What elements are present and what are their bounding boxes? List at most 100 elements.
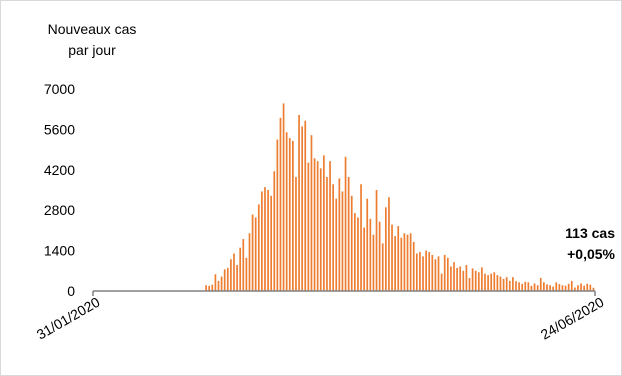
bar	[323, 155, 325, 291]
bar	[338, 178, 341, 291]
bar	[248, 233, 251, 291]
annotation-percent: +0,05%	[567, 246, 615, 262]
bar	[372, 234, 375, 291]
y-axis-label-line1: Nouveaux cas	[47, 21, 137, 37]
bar	[257, 204, 260, 291]
bar	[341, 191, 344, 291]
bar	[267, 190, 269, 291]
bar	[518, 282, 520, 291]
bar	[493, 272, 496, 291]
y-tick-label: 2800	[44, 202, 75, 218]
bar	[279, 117, 282, 291]
bar	[552, 286, 555, 291]
bar	[251, 214, 254, 291]
bar	[586, 283, 589, 291]
bar	[567, 283, 570, 291]
bar	[285, 132, 288, 291]
bar	[205, 285, 207, 291]
bar	[329, 161, 331, 291]
bar	[319, 168, 322, 291]
bar	[400, 237, 403, 291]
bar	[539, 278, 542, 291]
bar	[415, 253, 418, 291]
bar	[543, 282, 545, 291]
bar	[406, 234, 409, 291]
bar	[217, 280, 220, 291]
bar	[546, 284, 548, 291]
bar	[270, 195, 273, 291]
bar	[292, 140, 294, 291]
bar	[307, 162, 310, 291]
bar	[580, 283, 582, 291]
bar	[549, 285, 551, 291]
bar	[363, 227, 365, 291]
bar	[381, 243, 384, 291]
bar	[477, 272, 480, 291]
y-tick-label: 5600	[44, 121, 75, 137]
bar	[555, 282, 558, 291]
bar	[369, 218, 372, 291]
bar	[419, 252, 421, 291]
bar	[391, 224, 393, 291]
bar	[533, 283, 536, 291]
bar	[490, 273, 493, 291]
bar	[388, 197, 390, 291]
bar	[564, 285, 567, 291]
bar	[481, 267, 483, 291]
bar	[236, 265, 238, 291]
bar	[428, 252, 431, 291]
bar	[465, 265, 468, 291]
bar	[425, 250, 427, 291]
bar	[310, 135, 313, 291]
bar	[577, 285, 579, 291]
bar	[301, 126, 304, 291]
bar	[403, 233, 406, 291]
y-tick-label: 1400	[44, 243, 75, 259]
bar	[505, 277, 508, 291]
bar	[527, 282, 530, 291]
bar	[583, 285, 585, 291]
bar	[589, 284, 592, 291]
x-tick-label-end: 24/06/2020	[538, 294, 607, 343]
bar	[350, 195, 353, 291]
bar	[332, 184, 334, 291]
bar	[462, 270, 465, 291]
bar	[273, 171, 276, 291]
y-axis-label: Nouveaux cas par jour	[37, 19, 147, 61]
annotation-cases: 113 cas	[565, 225, 615, 241]
bar	[254, 217, 257, 291]
bar	[487, 275, 489, 291]
bar	[456, 267, 458, 291]
bar	[335, 198, 338, 291]
bar	[378, 221, 381, 291]
bar	[459, 266, 462, 291]
bar	[226, 267, 229, 291]
bar	[384, 207, 387, 291]
bar	[521, 283, 524, 291]
bar	[524, 281, 527, 291]
bar	[397, 226, 400, 291]
bar	[220, 276, 223, 291]
bar	[434, 259, 437, 291]
y-axis-label-line2: par jour	[68, 42, 116, 58]
bar	[282, 103, 285, 292]
bar	[474, 270, 477, 291]
bar	[223, 269, 226, 291]
bar	[536, 285, 539, 291]
bar	[375, 190, 378, 291]
bar	[502, 278, 505, 291]
bar	[394, 236, 396, 291]
bar	[316, 161, 319, 291]
bar	[468, 278, 471, 291]
bar	[471, 268, 474, 291]
bar	[304, 120, 307, 292]
bar	[484, 273, 486, 291]
bar	[353, 213, 356, 291]
bar	[344, 156, 347, 291]
y-tick-label: 4200	[44, 162, 75, 178]
latest-annotation: 113 cas +0,05%	[565, 223, 615, 265]
bar	[440, 273, 443, 291]
bar	[443, 254, 446, 291]
bar	[431, 254, 434, 291]
